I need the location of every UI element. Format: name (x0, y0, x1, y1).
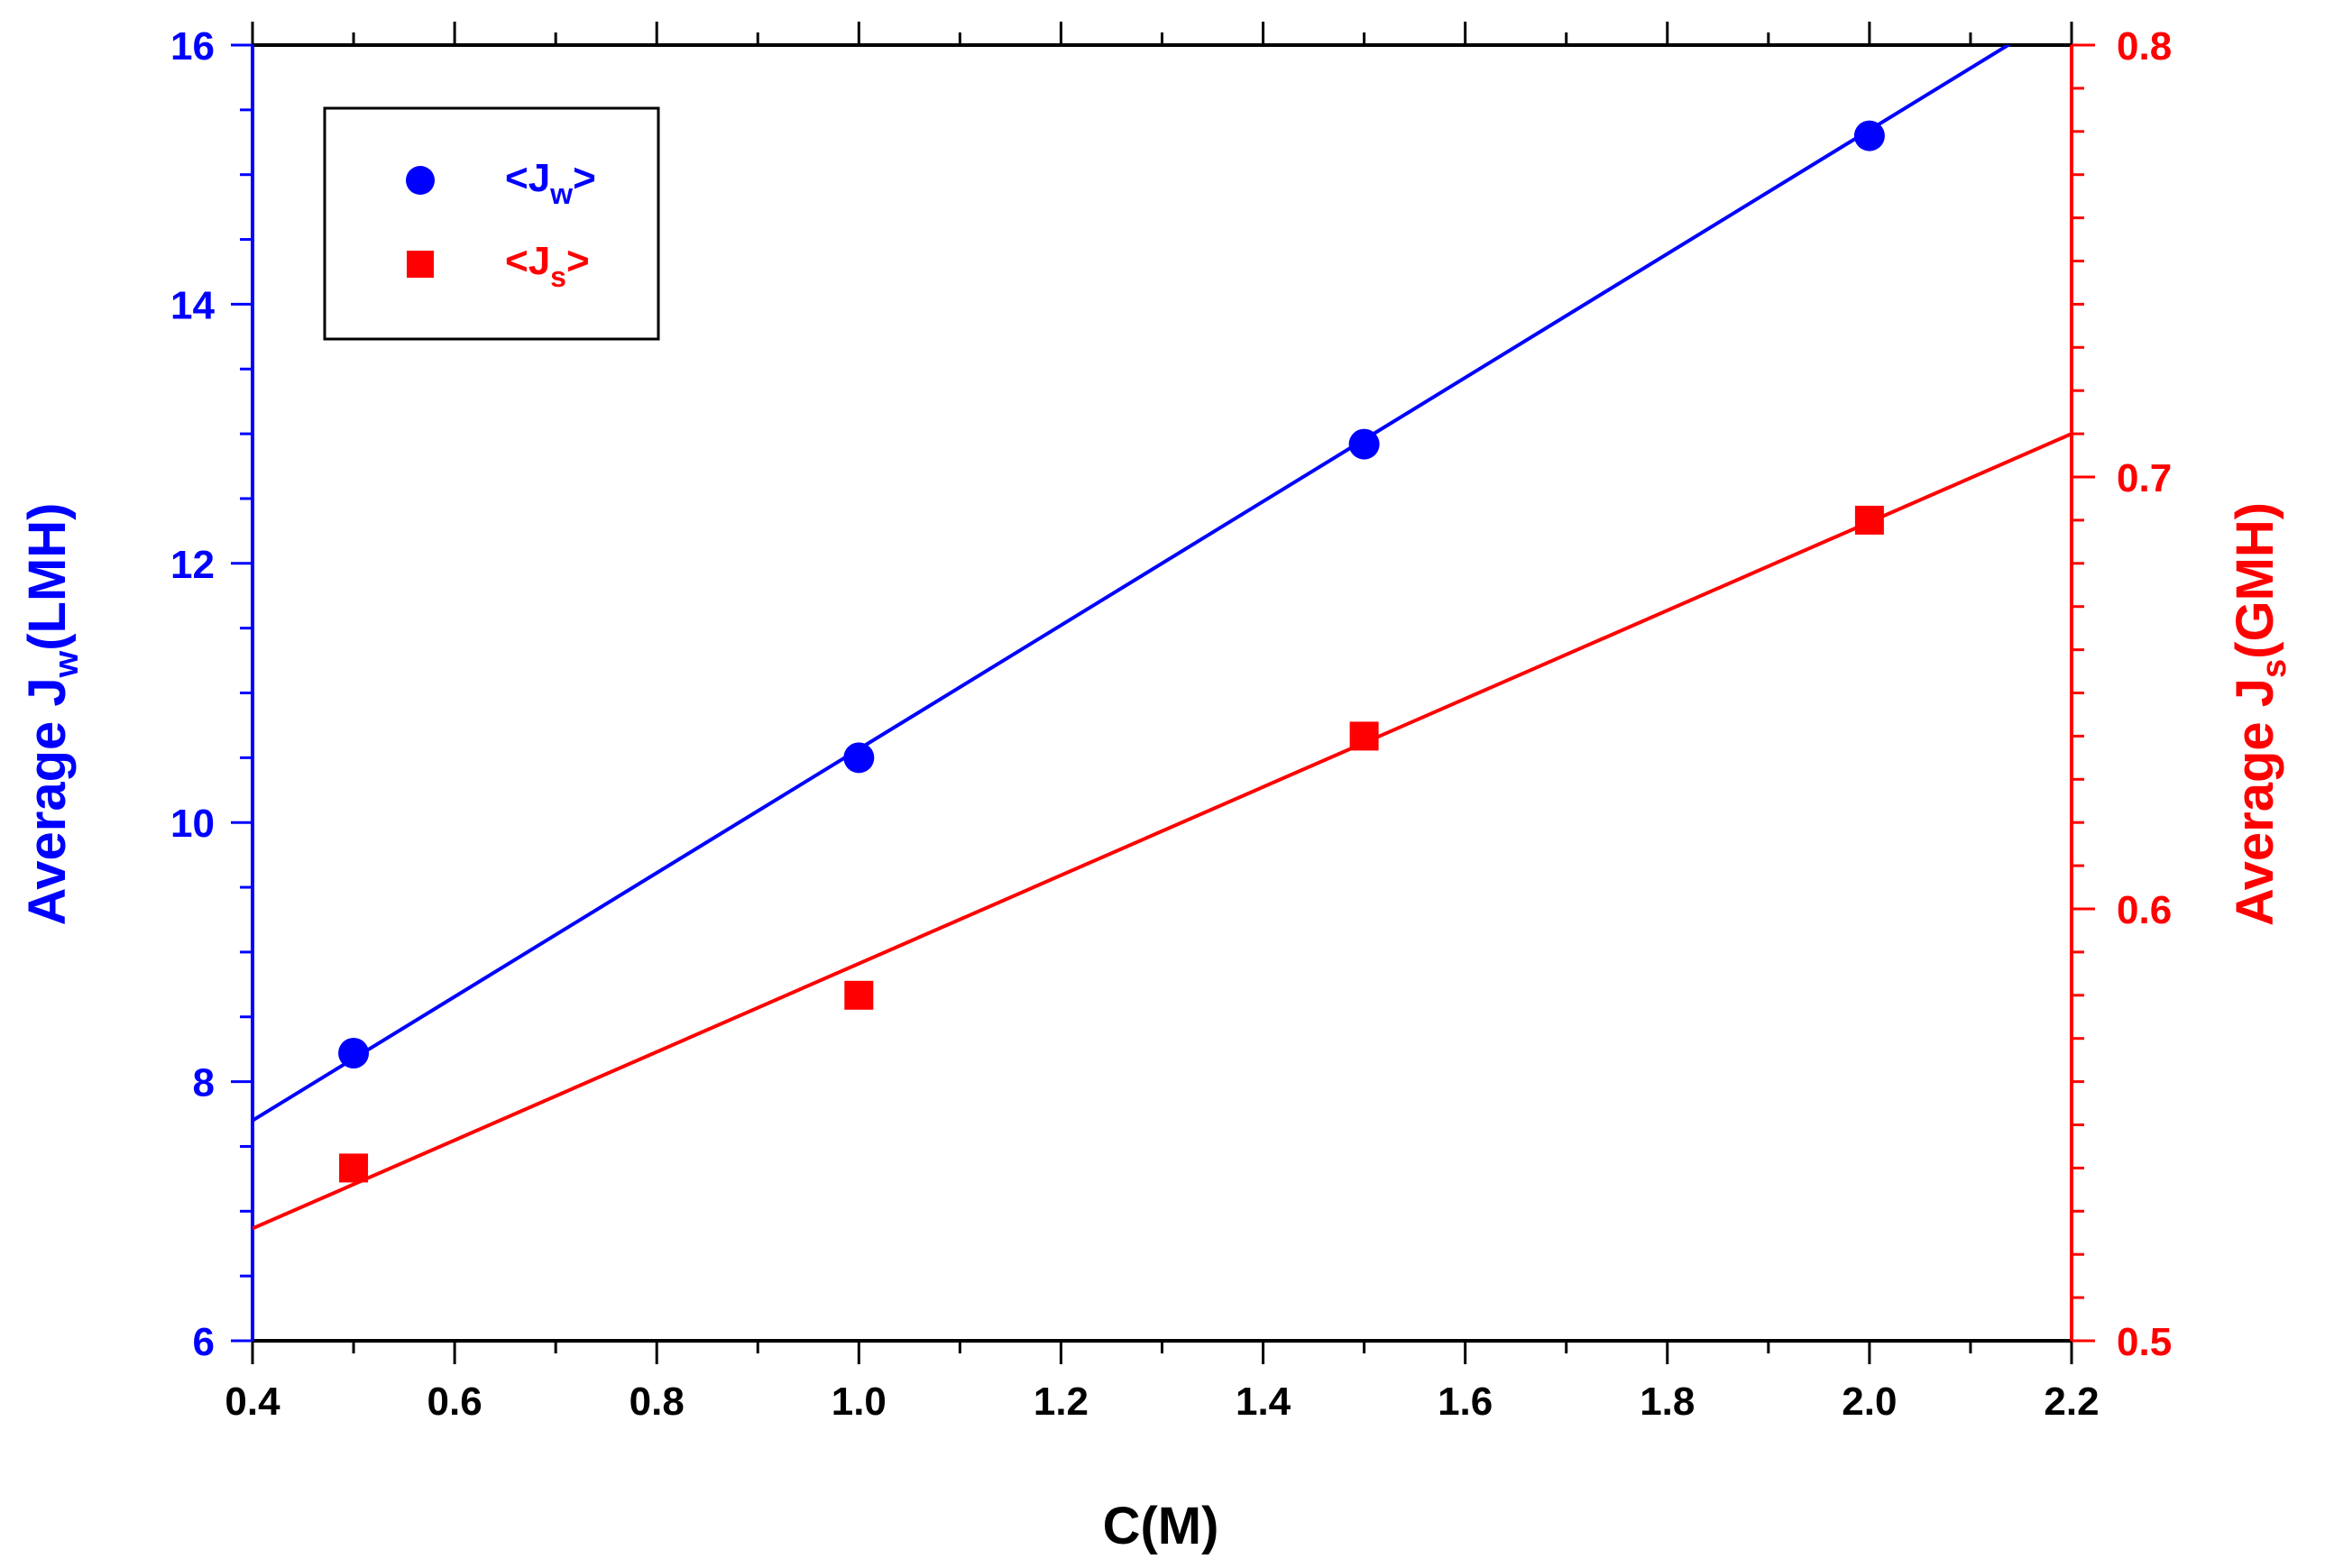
legend-marker-js (407, 251, 434, 278)
y-left-tick-label: 12 (170, 543, 215, 587)
y-right-title-main: Average J (2226, 678, 2284, 926)
legend-js-main: <J (505, 239, 550, 283)
legend-jw-sub: w (549, 178, 573, 210)
fit-line-js (253, 432, 2072, 1231)
point-js (1854, 505, 1884, 535)
fit-line-jw (253, 45, 2012, 1123)
x-tick-label: 0.4 (225, 1380, 280, 1424)
y-right-tick-label: 0.7 (2117, 456, 2172, 500)
x-tick-label: 1.2 (1034, 1380, 1089, 1424)
legend-marker-jw (406, 166, 435, 195)
y-left-tick-label: 6 (193, 1320, 215, 1364)
point-jw (1853, 120, 1885, 151)
y-left-title-main: Average J (18, 677, 77, 925)
y-right-axis-title: Average Js(GMH) (2226, 502, 2293, 926)
point-js (844, 980, 874, 1010)
point-jw (1348, 428, 1380, 460)
y-left-tick-label: 16 (170, 24, 215, 69)
y-right-tick-label: 0.6 (2117, 888, 2172, 932)
x-axis-title: C(M) (1103, 1497, 1219, 1555)
data-points (338, 120, 1885, 1183)
x-tick-label: 2.0 (1842, 1380, 1897, 1424)
point-js (1349, 721, 1379, 751)
y-left-tick-label: 8 (193, 1061, 215, 1105)
x-tick-label: 1.4 (1236, 1380, 1291, 1424)
axes-frame (251, 43, 2073, 1343)
axis-ticks (231, 22, 2095, 1364)
point-jw (338, 1037, 370, 1068)
legend: <Jw> <Js> (323, 106, 660, 341)
y-right-title-tail: (GMH) (2226, 502, 2284, 659)
tick-labels: 0.4 0.6 0.8 1.0 1.2 1.4 1.6 1.8 2.0 2.2 6 8 10 12 14 16… (170, 24, 2172, 1424)
legend-jw-main: <J (505, 156, 550, 200)
legend-js-tail: > (566, 239, 590, 283)
legend-box (323, 106, 660, 341)
x-tick-label: 0.6 (427, 1380, 482, 1424)
y-left-axis-title: Average Jw(LMH) (18, 503, 86, 926)
y-right-title-sub: s (2256, 659, 2293, 678)
y-left-tick-label: 10 (170, 802, 215, 846)
x-tick-label: 1.0 (832, 1380, 887, 1424)
x-tick-label: 1.6 (1438, 1380, 1493, 1424)
point-js (339, 1153, 369, 1183)
y-right-tick-label: 0.8 (2117, 24, 2172, 69)
y-right-tick-label: 0.5 (2117, 1320, 2172, 1364)
fit-lines (253, 45, 2072, 1231)
x-tick-label: 1.8 (1640, 1380, 1695, 1424)
legend-label-jw: <Jw> (505, 156, 596, 210)
x-tick-label: 2.2 (2044, 1380, 2099, 1424)
legend-jw-tail: > (573, 156, 596, 200)
legend-label-js: <Js> (505, 239, 590, 293)
x-tick-label: 0.8 (629, 1380, 685, 1424)
legend-js-sub: s (550, 261, 566, 293)
y-left-title-tail: (LMH) (18, 503, 77, 651)
y-left-title-sub: w (48, 650, 86, 678)
y-left-tick-label: 14 (170, 283, 215, 327)
point-jw (843, 742, 875, 774)
